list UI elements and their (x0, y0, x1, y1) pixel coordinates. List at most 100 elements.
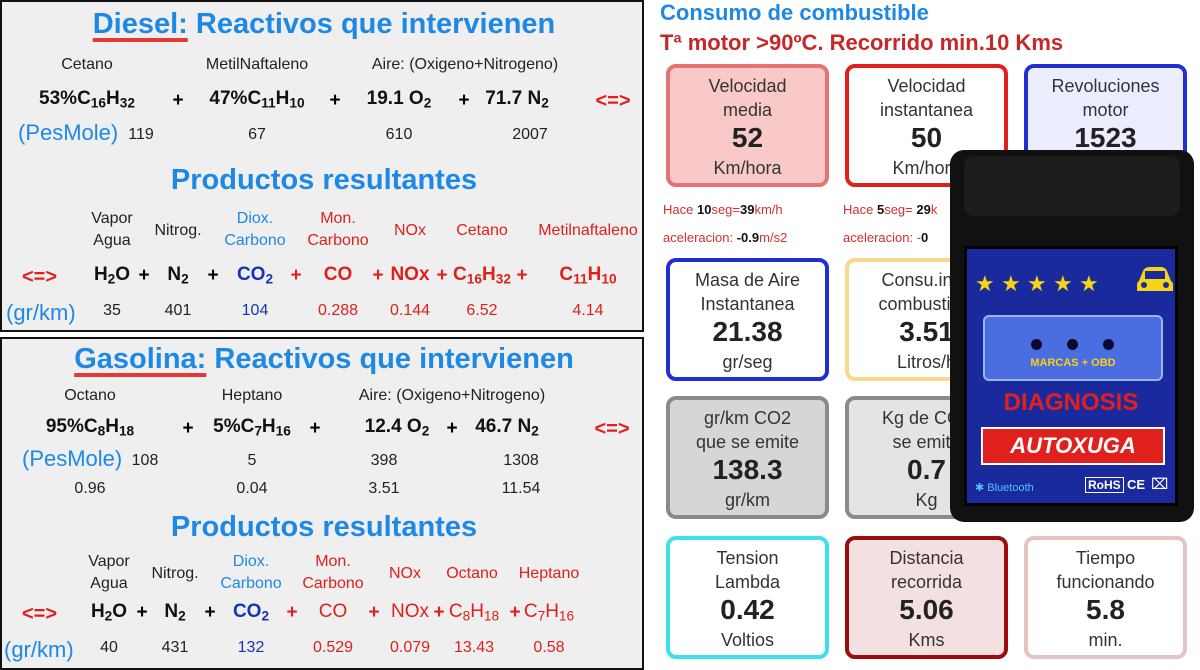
gauge-label: Distancia recorrida (889, 548, 964, 592)
product-formula: CO (323, 264, 353, 285)
led-icon (1067, 339, 1078, 350)
gauge-label: Masa de Aire Instantanea (694, 270, 801, 314)
reactant-formula: 95%C8H18 (45, 416, 135, 439)
fraction-value: 0.04 (236, 480, 268, 497)
equilibrium-arrow: <=> (595, 90, 631, 112)
section-title: Diesel: Reactivos que intervienen (92, 8, 556, 40)
speed-note: Hace 5seg= 29k (843, 202, 938, 217)
equilibrium-arrow: <=> (22, 266, 58, 288)
product-header: Cetano (456, 222, 508, 239)
products-title: Productos resultantes (170, 511, 478, 543)
gauge-label: Velocidad instantanea (879, 76, 974, 120)
gauge-label: Tiempo funcionando (1056, 548, 1155, 592)
star-icon: ★ (1001, 271, 1021, 296)
product-header: Mon. Carbono (307, 210, 369, 249)
reactant-label: Aire: (Oxigeno+Nitrogeno) (371, 56, 559, 73)
gauge-label: Revoluciones motor (1051, 76, 1160, 120)
product-header: Diox. Carbono (220, 553, 282, 592)
speed-note: Hace 10seg=39km/h (663, 202, 783, 217)
gasolina-panel: Gasolina: Reactivos que intervienen Octan… (0, 337, 644, 670)
plus-sign: + (207, 265, 219, 286)
product-header: Vapor Agua (91, 210, 133, 249)
gram-value: 40 (100, 639, 118, 656)
gram-value: 0.079 (389, 639, 431, 656)
fraction-value: 3.51 (368, 480, 400, 497)
dashboard-title: Consumo de combustible (660, 0, 929, 25)
obd-diagnosis-text: DIAGNOSIS (1003, 389, 1139, 416)
speed-note: aceleracion: -0.9m/s2 (663, 230, 788, 245)
gauge-label: Kg de CO2 se emite (881, 408, 972, 452)
obd-window: MARCAS + OBD (983, 315, 1163, 381)
plus-sign: + (182, 418, 194, 439)
obd-connector (964, 156, 1180, 216)
gauge-value: 5.06 (899, 594, 954, 625)
reactant-label: MetilNaftaleno (205, 56, 309, 73)
pesmole-value: 119 (128, 126, 154, 143)
gram-value: 0.529 (312, 639, 354, 656)
product-formula: C16H32 (453, 264, 511, 287)
star-icon: ★ (975, 271, 995, 296)
gauge-unit: gr/km (725, 490, 770, 510)
gauge-label: Tension Lambda (714, 548, 781, 592)
gram-value: 4.14 (572, 302, 604, 319)
pesmole-value: 108 (131, 452, 159, 469)
gauge-value: 138.3 (712, 454, 783, 485)
pesmole-value: 1308 (503, 452, 539, 469)
gauge-unit: Km/hora (713, 158, 782, 178)
gauge-value: 0.42 (720, 594, 775, 625)
diesel-panel: Diesel: Reactivos que intervienen Cetano M… (0, 0, 644, 332)
plus-sign: + (136, 602, 148, 623)
product-formula: C11H10 (559, 264, 617, 287)
reactant-formula: 53%C16H32 (39, 88, 135, 111)
reactant-formula: 47%C11H10 (209, 88, 305, 111)
fraction-value: 0.96 (74, 480, 106, 497)
weee-bin-icon: ⌧ (1151, 476, 1169, 493)
gram-per-km-label: (gr/km) (4, 637, 74, 662)
gauge-unit: Kms (908, 630, 945, 650)
plus-sign: + (436, 265, 448, 286)
gauge-unit: Litros/h (896, 352, 957, 372)
gram-per-km-label: (gr/km) (6, 300, 76, 325)
gauge-card: Velocidad instantanea 50 Km/hora (845, 64, 1008, 187)
product-formula: N2 (164, 601, 186, 624)
reactant-formula: 5%C7H16 (213, 416, 291, 439)
gauge-card: Velocidad media 52 Km/hora (666, 64, 829, 187)
equilibrium-arrow: <=> (594, 418, 630, 440)
plus-sign: + (372, 265, 384, 286)
gauge-value: 50 (910, 122, 943, 153)
product-formula: NOx (391, 601, 429, 622)
plus-sign: + (290, 265, 302, 286)
product-header: Vapor Agua (88, 553, 130, 592)
product-formula: CO2 (236, 264, 274, 287)
pesmole-value: 5 (247, 452, 257, 469)
star-icon: ★ (1053, 271, 1073, 296)
gauge-card: Tiempo funcionando 5.8 min. (1024, 536, 1187, 659)
plus-sign: + (286, 602, 298, 623)
product-formula: NOx (390, 264, 430, 285)
pesmole-label: (PesMole) (22, 446, 123, 471)
section-title: Gasolina: Reactivos que intervienen (74, 343, 574, 375)
obd-label: ★ ★ ★ ★ ★ MARCAS + OBD DIAGNOSIS AUTOXUG… (964, 246, 1178, 506)
product-header: Nitrog. (151, 565, 199, 582)
pesmole-value: 2007 (512, 126, 548, 143)
product-formula: CO (318, 601, 348, 622)
product-header: NOx (394, 222, 426, 239)
plus-sign: + (446, 418, 458, 439)
plus-sign: + (309, 418, 321, 439)
fuel-name: Gasolina: (74, 343, 207, 375)
product-header: Metilnaftaleno (538, 222, 638, 239)
plus-sign: + (138, 265, 150, 286)
gram-value: 132 (237, 639, 265, 656)
led-icon (1031, 339, 1042, 350)
obd-marcas-text: MARCAS + OBD (1030, 357, 1116, 369)
plus-sign: + (329, 90, 341, 111)
product-header: Octano (446, 565, 498, 582)
gram-value: 0.288 (317, 302, 359, 319)
equilibrium-arrow: <=> (22, 603, 58, 625)
pesmole-value: 610 (385, 126, 413, 143)
gauge-value: 5.8 (1086, 594, 1125, 625)
gauge-unit: Km/hora (892, 158, 961, 178)
gram-value: 0.144 (389, 302, 431, 319)
product-formula: H2O (93, 264, 131, 287)
fraction-value: 11.54 (501, 480, 541, 497)
